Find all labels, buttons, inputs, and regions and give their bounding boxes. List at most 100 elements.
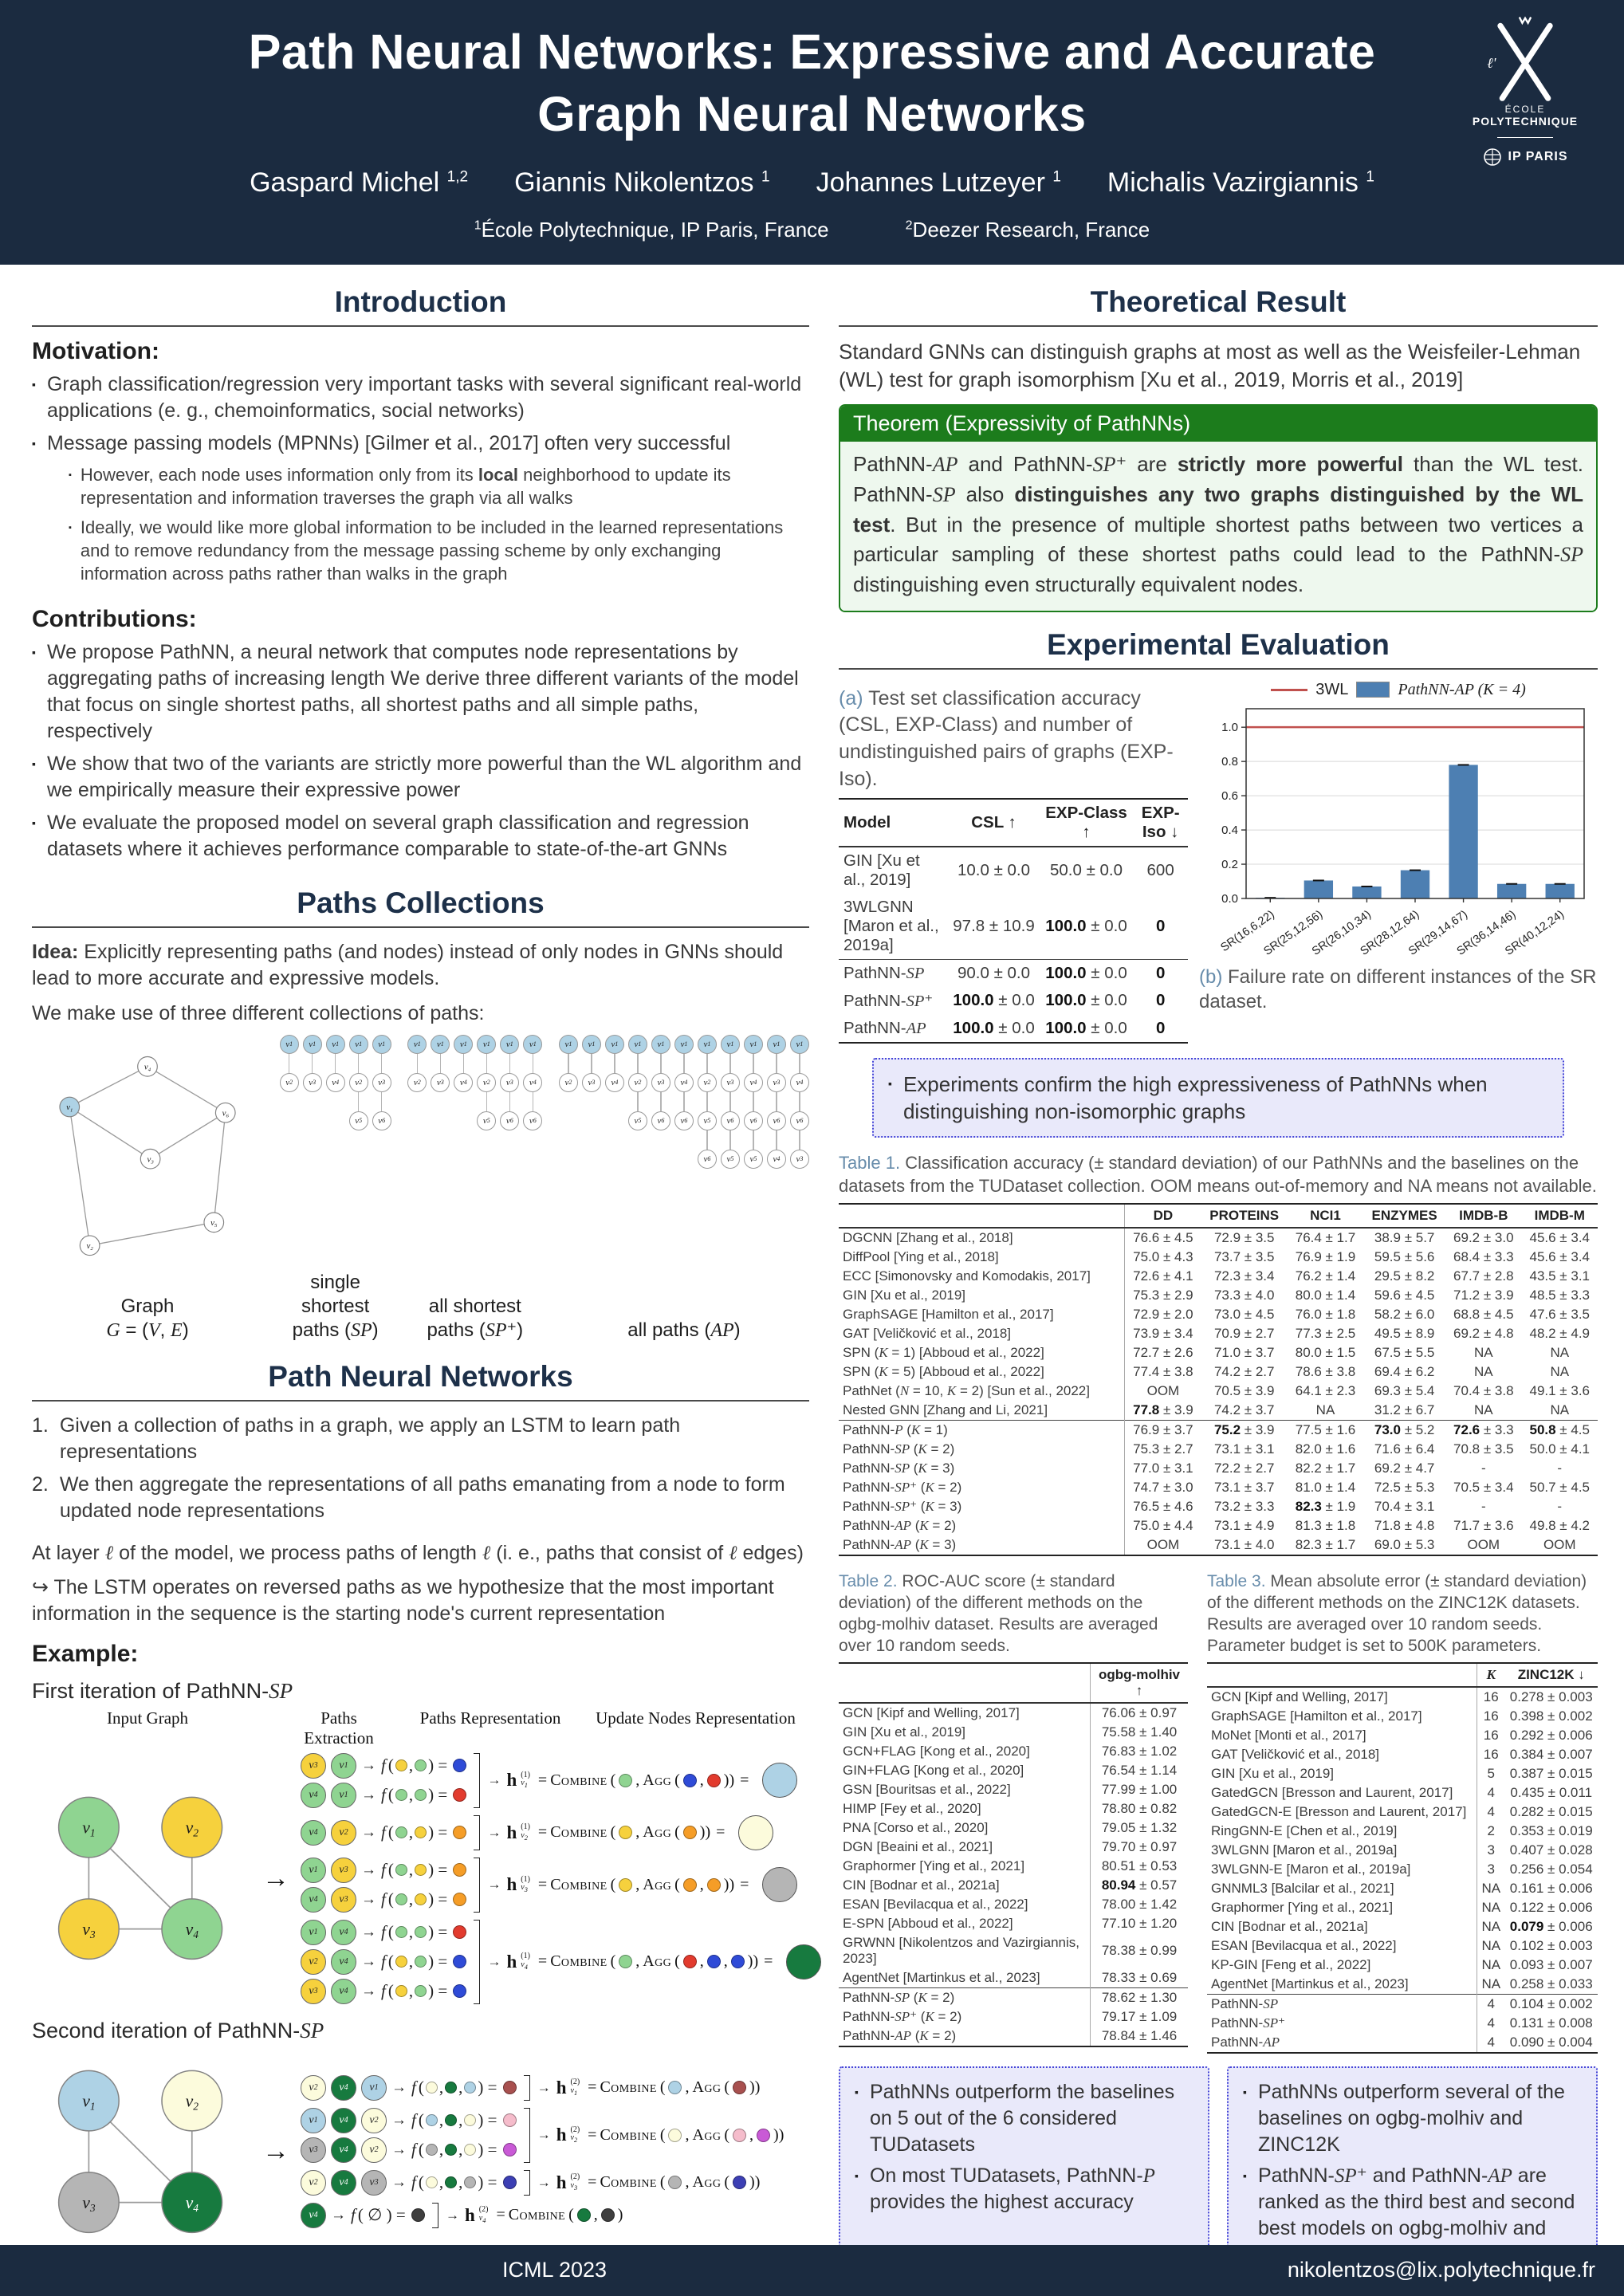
svg-text:0.6: 0.6 <box>1221 789 1238 803</box>
graph-label: Graph G = (V, E) <box>106 1295 189 1341</box>
table-row: GIN [Xu et al., 2019] 10.0 ± 0.0 50.0 ± 0.… <box>843 851 1174 889</box>
tables-2-3-block: Table 2. ROC-AUC score (± standard devia… <box>839 1566 1598 2054</box>
author: Johannes Lutzeyer 1 <box>816 167 1061 199</box>
results-notes: ▪ PathNNs outperform the baselines on 5 o… <box>839 2066 1598 2281</box>
table-row: RingGNN-E [Chen et al., 2019] 2 0.353 ± 0.… <box>1207 1821 1598 1841</box>
affiliations: 1École Polytechnique, IP Paris, France 2… <box>0 218 1624 242</box>
svg-text:v5: v5 <box>210 1218 218 1229</box>
poster-title: Path Neural Networks: Expressive and Acc… <box>0 0 1624 145</box>
authors-line: Gaspard Michel 1,2 Giannis Nikolentzos 1 J… <box>0 167 1624 199</box>
table-row: GraphSAGE [Hamilton et al., 2017] 16 0.398… <box>1207 1706 1598 1726</box>
table-row: GAT [Veličković et al., 2018] 16 0.384 ± 0… <box>1207 1744 1598 1764</box>
theory-intro: Standard GNNs can distinguish graphs at … <box>839 340 1581 391</box>
svg-text:v3: v3 <box>82 1920 96 1940</box>
table-row: GCN [Kipf and Welling, 2017] 16 0.278 ± 0.… <box>1207 1686 1598 1707</box>
table-row: PathNN-SP⁺ 100.0 ± 0.0 100.0 ± 0.0 0 <box>843 991 1166 1010</box>
zinc12k-table: K ZINC12K ↓ GCN [Kipf and Welling, 2017] 16… <box>1207 1661 1598 2054</box>
list-item: ▪ We propose PathNN, a neural network tha… <box>32 641 799 743</box>
example-label: Example: <box>32 1640 139 1667</box>
table-row: GIN [Xu et al., 2019] 75.58 ± 1.40 <box>839 1722 1188 1742</box>
table-row: Graphormer [Ying et al., 2021] 80.51 ± 0.… <box>839 1856 1188 1876</box>
table3-caption: Table 3. Mean absolute error (± standard… <box>1207 1571 1587 1656</box>
tudataset-table: DD PROTEINS NCI1 ENZYMES IMDB-B IMDB-M DGCNN [… <box>839 1202 1598 1556</box>
affiliation-2: 2Deezer Research, France <box>905 218 1150 242</box>
table-row: PathNN-AP (K = 3) OOM 73.1 ± 4.0 82.3 ± 1.7… <box>839 1535 1598 1555</box>
table-row: ECC [Simonovsky and Komodakis, 2017] 72.6… <box>839 1266 1598 1286</box>
table-row: PathNN-AP (K = 2) 78.84 ± 1.46 <box>839 2026 1188 2046</box>
list-item: ▪ Graph classification/regression very im… <box>32 373 802 422</box>
section-title-paths-collections: Paths Collections <box>297 887 545 920</box>
table-row: Graphormer [Ying et al., 2021] NA 0.122 ± … <box>1207 1897 1598 1917</box>
table1-caption: Table 1. Classification accuracy (± stan… <box>839 1153 1597 1196</box>
author: Gaspard Michel 1,2 <box>250 167 469 199</box>
section-divider <box>839 325 1598 327</box>
pnn-steps: 1. Given a collection of paths in a graph… <box>32 1413 809 1524</box>
section-divider <box>32 926 809 929</box>
list-subitem: ▪ Ideally, we would like more global info… <box>69 517 784 584</box>
path-collection-sp: v 1 v 2 v 1 v 3 v 1 v 4 v 1 v 2 v 5 v 1 v 3 v 6 single shortest pa… <box>279 1034 391 1343</box>
author: Michalis Vazirgiannis 1 <box>1107 167 1374 199</box>
table-row: PathNN-P (K = 1) 76.9 ± 3.7 75.2 ± 3.9 77.5… <box>839 1419 1598 1440</box>
table-row: PathNN-AP 100.0 ± 0.0 100.0 ± 0.0 0 <box>843 1018 1166 1037</box>
ecole-polytechnique-logo: ℓ' ÉCOLE POLYTECHNIQUE IP PARIS <box>1445 14 1605 167</box>
section-title-experimental-evaluation: Experimental Evaluation <box>1047 627 1390 661</box>
svg-text:1.0: 1.0 <box>1221 721 1238 734</box>
section-title-theoretical-result: Theoretical Result <box>1090 285 1347 318</box>
table-row: GCN+FLAG [Kong et al., 2020] 76.83 ± 1.02 <box>839 1741 1188 1761</box>
sr-failure-chart: 0.0 0.2 0.4 0.6 0.8 1.0 SR(16,6,22) SR(25,12,56… <box>1205 701 1592 960</box>
list-item: ▪ We show that two of the variants are st… <box>32 753 802 802</box>
x-logo-icon: ℓ' <box>1487 16 1553 101</box>
table2-block: Table 2. ROC-AUC score (± standard devia… <box>839 1566 1188 2054</box>
title-line-1: Path Neural Networks: Expressive and Acc… <box>248 25 1376 79</box>
iteration-input-graph: v1 v2 v3 v4 <box>32 2048 251 2255</box>
contributions-label: Contributions: <box>32 606 197 633</box>
paths-collections-figure: v1 v4 v6 v3 v5 v2 Graph G = (V, E) v 1 v 2 v 1 v 3 v 1 v 4 v… <box>32 1034 809 1343</box>
list-subitem: ▪ However, each node uses information onl… <box>69 465 731 509</box>
svg-text:0.8: 0.8 <box>1221 755 1238 769</box>
table-row: PathNN-SP⁺ (K = 3) 76.5 ± 4.6 73.2 ± 3.3 82… <box>839 1496 1598 1516</box>
table-row: SPN (K = 5) [Abboud et al., 2022] 77.4 ± … <box>839 1362 1598 1382</box>
table-row: AgentNet [Martinkus et al., 2023] NA 0.258… <box>1207 1974 1598 1995</box>
svg-text:v2: v2 <box>186 1818 199 1838</box>
table-row: GCN [Kipf and Welling, 2017] 76.06 ± 0.97 <box>839 1702 1188 1723</box>
update-group-v1: v 2 v 4 v 1 → f(,,) = → h (2) v1 = Combine(, Agg()… <box>301 2074 784 2101</box>
update-group-v3: v 2 v 4 v 3 → f(,,) = → h (2) v3 = Combine(, Agg()… <box>301 2169 784 2196</box>
table-row: HIMP [Fey et al., 2020] 78.80 ± 0.82 <box>839 1799 1188 1818</box>
header: Path Neural Networks: Expressive and Acc… <box>0 0 1624 265</box>
table-row: MoNet [Monti et al., 2017] 16 0.292 ± 0.00… <box>1207 1725 1598 1745</box>
ip-paris-logo: IP PARIS <box>1483 147 1568 167</box>
right-column: Theoretical Result Standard GNNs can dis… <box>839 276 1598 2296</box>
expressiveness-note-box: ▪ Experiments confirm the high expressive… <box>872 1057 1564 1138</box>
input-graph: v1 v4 v6 v3 v5 v2 Graph G = (V, E) <box>32 1035 263 1343</box>
theorem-title: Theorem (Expressivity of PathNNs) <box>840 406 1596 442</box>
author: Giannis Nikolentzos 1 <box>514 167 770 199</box>
caption-a: (a) Test set classification accuracy (CS… <box>839 686 1174 790</box>
logo-school-line2: POLYTECHNIQUE <box>1472 115 1579 128</box>
svg-text:v6: v6 <box>222 1108 230 1119</box>
contributions-bullets: ▪ We propose PathNN, a neural network tha… <box>32 639 809 863</box>
idea-text: Idea: Explicitly representing paths (and… <box>32 941 784 990</box>
table-row: PathNN-SP (K = 2) 75.3 ± 2.7 73.1 ± 3.1 82.… <box>839 1439 1598 1459</box>
table-row: PathNN-AP 4 0.090 ± 0.004 <box>1207 2032 1598 2053</box>
list-item: ▪ We evaluate the proposed model on sever… <box>32 812 749 861</box>
section-title-introduction: Introduction <box>334 285 507 318</box>
table-row: PathNN-SP 4 0.104 ± 0.002 <box>1207 1993 1598 2014</box>
update-group-v3: v 1 v 3 → f(,) = v 4 v 3 → f(,) = → h (1) v3 = Combin… <box>301 1857 821 1913</box>
table-row: GIN [Xu et al., 2019] 75.3 ± 2.9 73.3 ± 4.… <box>839 1285 1598 1305</box>
table-row: DiffPool [Ying et al., 2018] 75.0 ± 4.3 73… <box>839 1247 1598 1267</box>
ogbg-molhiv-table: ogbg-molhiv ↑ GCN [Kipf and Welling, 2017… <box>839 1661 1188 2047</box>
logo-divider <box>1497 137 1553 138</box>
svg-text:v2: v2 <box>87 1241 94 1252</box>
contact-email: nikolentzos@lix.polytechnique.fr <box>1287 2258 1595 2282</box>
iteration-input-graph: v1 v2 v3 v4 <box>32 1775 251 1982</box>
table-row: 3WLGNN [Maron et al., 2019a] 97.8 ± 10.9 1… <box>843 897 1166 954</box>
table-row: ESAN [Bevilacqua et al., 2022] 78.00 ± 1.… <box>839 1894 1188 1914</box>
conference-name: ICML 2023 <box>502 2258 608 2282</box>
footer: ICML 2023 nikolentzos@lix.polytechnique.… <box>0 2245 1624 2296</box>
table2-caption: Table 2. ROC-AUC score (± standard devia… <box>839 1571 1158 1656</box>
svg-text:v1: v1 <box>82 2091 95 2112</box>
caption-b: (b) Failure rate on different instances … <box>1199 965 1597 1012</box>
left-column: Introduction Motivation: ▪ Graph classifi… <box>32 276 822 2296</box>
table-row: DGCNN [Zhang et al., 2018] 76.6 ± 4.5 72.9… <box>839 1227 1598 1248</box>
